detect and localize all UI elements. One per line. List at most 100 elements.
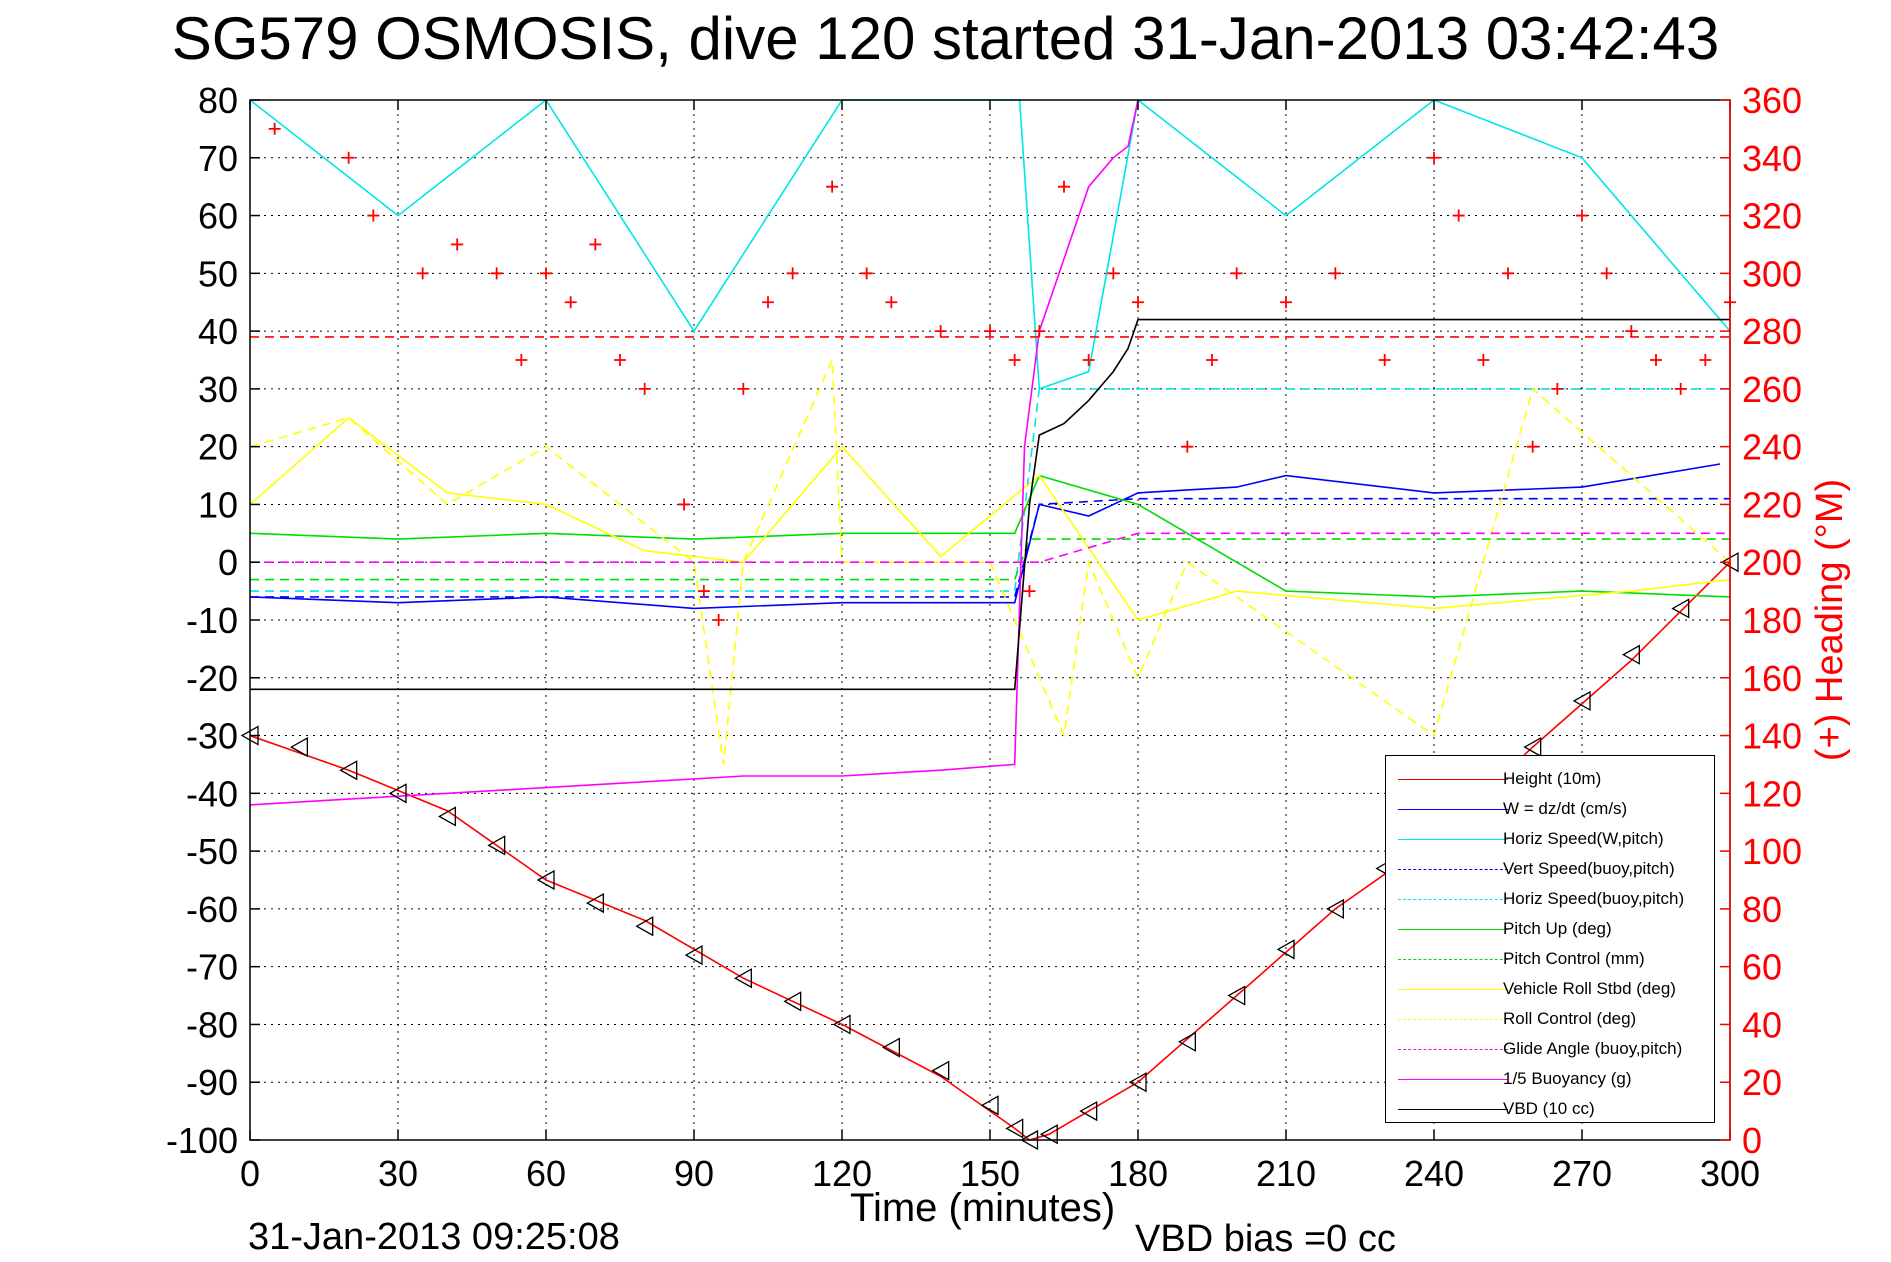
heading-point xyxy=(786,267,799,280)
heading-point xyxy=(984,325,996,338)
heading-point xyxy=(1023,585,1036,598)
depth-marker xyxy=(1079,1100,1098,1122)
depth-marker xyxy=(1128,1072,1147,1093)
y-tick-label: -100 xyxy=(166,1120,238,1161)
heading-point xyxy=(1206,354,1218,366)
heading-point xyxy=(268,122,281,135)
y-tick-label: -60 xyxy=(186,889,238,930)
legend-swatch xyxy=(1398,839,1508,840)
legend-swatch xyxy=(1398,929,1508,930)
depth-marker xyxy=(980,1095,999,1116)
heading-point xyxy=(490,267,503,280)
y2-axis-label: (+) Heading (°M) xyxy=(1809,479,1851,761)
heading-point xyxy=(1008,354,1021,366)
timestamp: 31-Jan-2013 09:25:08 xyxy=(248,1216,620,1258)
heading-point xyxy=(1502,267,1514,280)
depth-marker xyxy=(1178,1031,1196,1052)
depth-marker xyxy=(734,968,752,989)
legend-swatch xyxy=(1398,869,1508,870)
heading-point xyxy=(1132,296,1144,309)
legend-item: Pitch Up (deg) xyxy=(1386,915,1716,945)
series-line xyxy=(249,99,1139,806)
legend-item: Roll Control (deg) xyxy=(1386,1005,1716,1035)
heading-point xyxy=(1058,180,1070,193)
heading-point xyxy=(1329,267,1342,280)
x-axis-label: Time (minutes) xyxy=(850,1186,1116,1230)
x-tick-label: 150 xyxy=(960,1153,1020,1194)
legend-swatch xyxy=(1398,779,1508,780)
legend-label: VBD (10 cc) xyxy=(1503,1099,1595,1118)
y2-tick-label: 40 xyxy=(1742,1004,1782,1045)
y2-tick-label: 180 xyxy=(1742,600,1802,641)
y2-tick-label: 300 xyxy=(1742,253,1802,294)
series-line xyxy=(250,532,1730,563)
chart-title: SG579 OSMOSIS, dive 120 started 31-Jan-2… xyxy=(171,5,1720,72)
legend-label: Pitch Up (deg) xyxy=(1503,919,1612,938)
heading-point xyxy=(1600,267,1613,280)
heading-point xyxy=(1674,382,1687,395)
heading-point xyxy=(589,238,602,251)
y2-tick-label: 60 xyxy=(1742,947,1782,988)
legend-label: Glide Angle (buoy,pitch) xyxy=(1503,1039,1683,1058)
legend-swatch xyxy=(1398,899,1508,900)
heading-point xyxy=(826,180,839,193)
heading-point xyxy=(1699,354,1712,366)
heading-point xyxy=(1477,354,1490,366)
legend-label: W = dz/dt (cm/s) xyxy=(1503,799,1628,818)
y2-tick-label: 80 xyxy=(1742,889,1782,930)
y-tick-label: -50 xyxy=(186,831,238,872)
heading-point xyxy=(678,498,691,511)
legend-item: Vert Speed(buoy,pitch) xyxy=(1386,855,1716,885)
x-tick-label: 60 xyxy=(526,1153,566,1194)
heading-point xyxy=(1181,440,1194,453)
legend-item: Pitch Control (mm) xyxy=(1386,945,1716,975)
legend-label: Roll Control (deg) xyxy=(1503,1009,1637,1028)
y2-tick-label: 220 xyxy=(1742,484,1802,525)
depth-marker xyxy=(684,944,703,966)
x-tick-label: 180 xyxy=(1108,1153,1168,1194)
depth-marker xyxy=(931,1060,950,1081)
heading-point xyxy=(1082,354,1095,366)
heading-point xyxy=(1526,440,1539,453)
legend-label: Height (10m) xyxy=(1503,769,1602,788)
depth-marker xyxy=(1572,690,1591,712)
y2-tick-label: 100 xyxy=(1742,831,1802,872)
y2-tick-label: 280 xyxy=(1742,311,1802,352)
y-tick-label: -30 xyxy=(186,716,238,757)
axis-layer: 0 30 60 90 120 150 180 210 240 270 300-100-90-80-7… xyxy=(166,80,1802,1194)
legend-item: Horiz Speed(W,pitch) xyxy=(1386,825,1716,855)
legend-item: W = dz/dt (cm/s) xyxy=(1386,795,1716,825)
legend-label: Horiz Speed(W,pitch) xyxy=(1503,829,1664,848)
y2-tick-label: 320 xyxy=(1742,196,1802,237)
heading-point xyxy=(515,354,528,366)
heading-point xyxy=(737,382,750,395)
heading-point xyxy=(697,585,710,598)
marker-layer xyxy=(240,122,1739,1151)
series-line xyxy=(249,474,1731,598)
heading-point xyxy=(762,296,774,309)
heading-point xyxy=(860,267,873,280)
heading-point xyxy=(1625,325,1638,338)
vbd-bias-note: VBD bias =0 cc xyxy=(1135,1218,1396,1260)
y-tick-label: 80 xyxy=(198,80,238,121)
legend-item: Glide Angle (buoy,pitch) xyxy=(1386,1035,1716,1065)
legend-item: VBD (10 cc) xyxy=(1386,1095,1716,1125)
legend-label: Pitch Control (mm) xyxy=(1503,949,1645,968)
legend-item: Vehicle Roll Stbd (deg) xyxy=(1386,975,1716,1005)
y-tick-label: 30 xyxy=(198,369,238,410)
y-tick-label: -90 xyxy=(186,1062,238,1103)
depth-marker xyxy=(882,1037,900,1058)
heading-point xyxy=(1033,325,1046,338)
heading-point xyxy=(1576,209,1588,222)
legend-label: Vert Speed(buoy,pitch) xyxy=(1503,859,1675,878)
heading-point xyxy=(934,325,947,338)
y2-tick-label: 240 xyxy=(1742,427,1802,468)
y-tick-label: -40 xyxy=(186,773,238,814)
legend: Height (10m) W = dz/dt (cm/s) Horiz Spee… xyxy=(1385,755,1715,1123)
y2-tick-label: 160 xyxy=(1742,658,1802,699)
heading-point xyxy=(712,614,725,626)
series-line xyxy=(249,463,1721,610)
depth-marker xyxy=(290,736,308,758)
x-tick-label: 270 xyxy=(1552,1153,1612,1194)
